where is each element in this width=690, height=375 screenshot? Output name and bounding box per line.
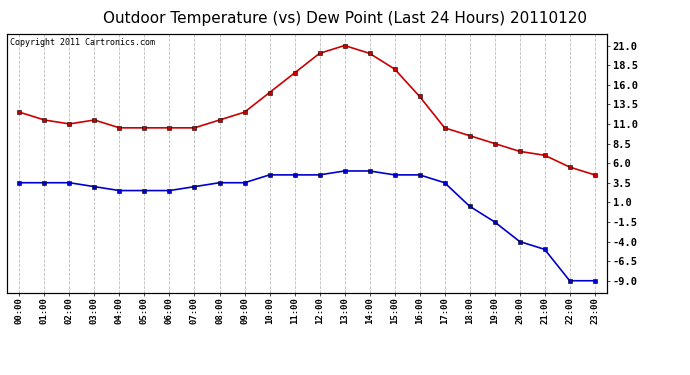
Text: Copyright 2011 Cartronics.com: Copyright 2011 Cartronics.com <box>10 38 155 46</box>
Text: Outdoor Temperature (vs) Dew Point (Last 24 Hours) 20110120: Outdoor Temperature (vs) Dew Point (Last… <box>103 11 587 26</box>
